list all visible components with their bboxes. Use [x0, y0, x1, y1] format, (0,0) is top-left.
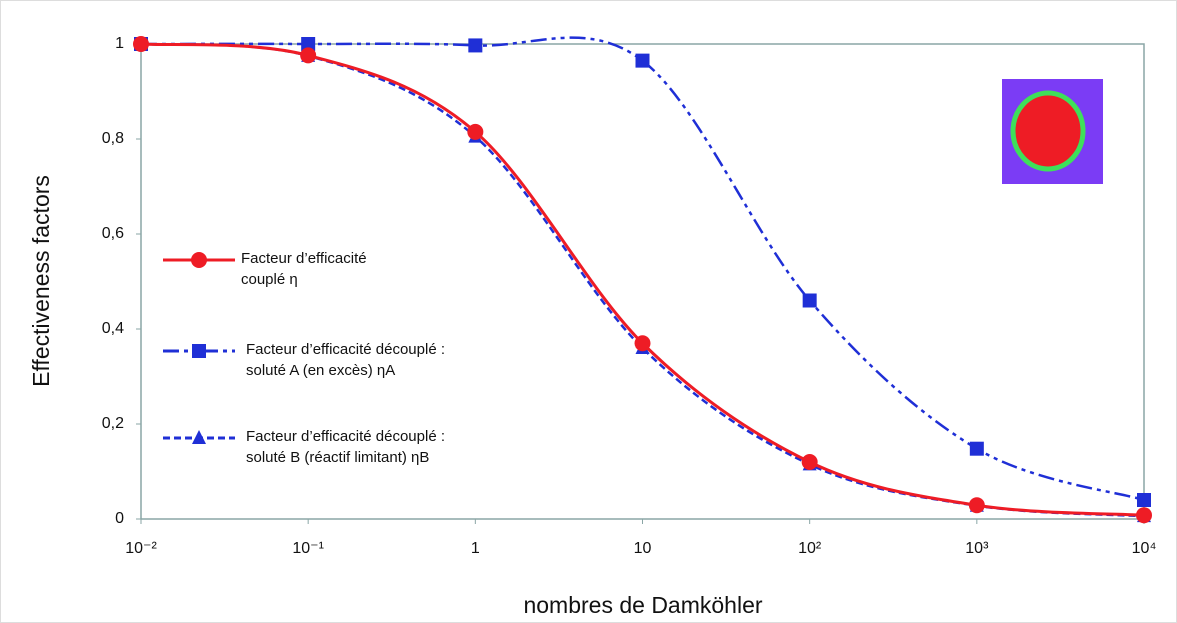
y-tick-label: 0: [115, 510, 124, 527]
x-tick-label: 10³: [965, 540, 989, 557]
marker: [192, 344, 206, 358]
marker: [300, 47, 317, 64]
marker: [1137, 493, 1151, 507]
marker: [635, 53, 650, 68]
y-tick-label: 0,2: [102, 415, 124, 432]
x-tick-label: 10⁻²: [125, 540, 157, 557]
x-tick-label: 10²: [798, 540, 822, 557]
inset-image: [1002, 79, 1103, 184]
marker: [968, 497, 985, 514]
marker: [634, 335, 651, 352]
marker: [467, 123, 484, 140]
marker: [969, 441, 984, 456]
legend-label: Facteur d’efficacité couplé η: [241, 250, 367, 288]
x-tick-label: 10⁴: [1132, 540, 1157, 557]
y-tick-label: 0,6: [102, 225, 124, 242]
x-tick-label: 10: [634, 540, 652, 557]
y-tick-label: 0,4: [102, 320, 124, 337]
x-tick-label: 10⁻¹: [292, 540, 324, 557]
x-axis-label: nombres de Damköhler: [523, 592, 762, 618]
marker: [192, 430, 206, 444]
y-axis-label: Effectiveness factors: [28, 175, 54, 387]
marker: [301, 37, 316, 51]
y-tick-label: 1: [115, 35, 124, 52]
marker: [133, 36, 149, 52]
marker: [802, 293, 817, 308]
y-tick-label: 0,8: [102, 130, 124, 147]
legend-label: Facteur d’efficacité découplé : soluté B…: [246, 428, 446, 466]
x-tick-label: 1: [471, 540, 480, 557]
marker: [1136, 507, 1152, 524]
legend-label: Facteur d’efficacité découplé : soluté A…: [246, 341, 446, 379]
marker: [801, 454, 818, 470]
marker: [468, 38, 483, 53]
marker: [191, 252, 207, 268]
